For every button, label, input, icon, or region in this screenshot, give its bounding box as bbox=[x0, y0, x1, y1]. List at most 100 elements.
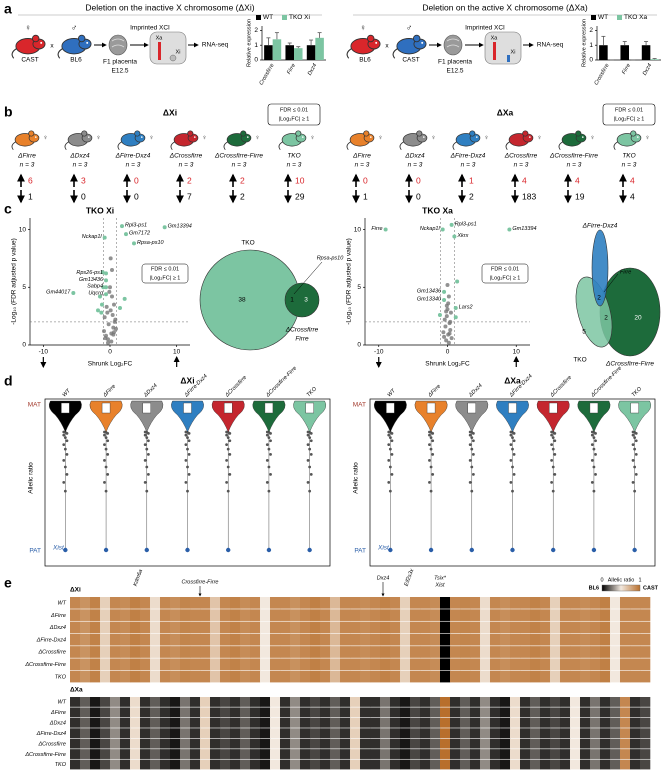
heatmap-cell bbox=[320, 738, 331, 749]
heatmap-cell bbox=[120, 759, 131, 770]
heatmap-cell bbox=[340, 759, 351, 770]
mouse-icon bbox=[346, 130, 375, 150]
placenta-detail bbox=[446, 38, 460, 48]
point bbox=[446, 294, 451, 299]
heatmap-cell bbox=[350, 697, 361, 707]
heatmap-cell bbox=[400, 621, 411, 634]
outlier-dot bbox=[265, 458, 269, 462]
heatmap-cell bbox=[460, 621, 471, 634]
outlier-dot bbox=[306, 458, 310, 462]
heatmap-cell bbox=[220, 658, 231, 671]
heatmap-cell bbox=[300, 707, 311, 718]
genotype-label: TKO bbox=[631, 386, 644, 399]
outlier-dot bbox=[187, 453, 191, 456]
heatmap-cell bbox=[160, 707, 171, 718]
heatmap-cell bbox=[460, 658, 471, 671]
heatmap-cell bbox=[560, 697, 571, 707]
point bbox=[442, 317, 447, 322]
heatmap-cell bbox=[160, 633, 171, 646]
heatmap-cell bbox=[140, 621, 151, 634]
heatmap-cell bbox=[180, 697, 191, 707]
outlier-dot bbox=[187, 432, 191, 435]
labeled-point bbox=[124, 232, 128, 237]
heatmap-cell bbox=[280, 697, 291, 707]
violin-box bbox=[183, 402, 192, 414]
point bbox=[112, 302, 116, 307]
heatmap-cell bbox=[300, 597, 311, 609]
outlier-dot bbox=[594, 432, 597, 435]
venn-count: 5 bbox=[582, 329, 586, 336]
genotype-label: ΔCrossfirre bbox=[549, 375, 573, 399]
outlier-dot bbox=[551, 447, 555, 451]
heatmap-cell bbox=[350, 670, 361, 683]
y-axis-label: Allelic ratio bbox=[353, 462, 360, 494]
heatmap-cell bbox=[270, 717, 281, 728]
heatmap-cell bbox=[260, 621, 271, 634]
heatmap-cell bbox=[380, 646, 391, 658]
heatmap-cell bbox=[230, 759, 241, 770]
pat-label: PAT bbox=[354, 548, 366, 555]
group-title: ΔXa bbox=[497, 107, 514, 117]
heatmap-cell bbox=[140, 609, 151, 621]
venn-pointer bbox=[603, 273, 619, 293]
heatmap-cell bbox=[430, 728, 441, 739]
heatmap-cell bbox=[340, 646, 351, 658]
mouse-tail bbox=[346, 47, 353, 59]
heatmap-cell bbox=[500, 717, 511, 728]
outlier-dot bbox=[471, 472, 475, 476]
outlier-dot bbox=[387, 458, 391, 462]
heatmap-cell bbox=[130, 597, 141, 609]
heatmap-cell bbox=[430, 658, 441, 671]
mouse-ear bbox=[469, 130, 476, 137]
heatmap-cell bbox=[180, 597, 191, 609]
heatmap-cell bbox=[460, 646, 471, 658]
heatmap-cell bbox=[620, 670, 631, 683]
heatmap-cell bbox=[480, 707, 491, 718]
heatmap-cell bbox=[160, 717, 171, 728]
panel-label: c bbox=[4, 201, 12, 217]
down-count: 4 bbox=[630, 191, 635, 201]
heatmap-cell bbox=[290, 728, 301, 739]
heatmap-cell bbox=[230, 609, 241, 621]
gene-label: Nckap1l bbox=[82, 234, 103, 240]
heatmap-cell bbox=[620, 749, 631, 759]
heatmap-cell bbox=[220, 609, 231, 621]
heatmap-cell bbox=[350, 646, 361, 658]
significant-point bbox=[96, 308, 100, 313]
row-label: TKO bbox=[55, 674, 67, 680]
heatmap-cell bbox=[520, 609, 531, 621]
sex-symbol: ♀ bbox=[590, 135, 595, 142]
heatmap-cell bbox=[80, 658, 91, 671]
heatmap-cell bbox=[320, 609, 331, 621]
heatmap-cell bbox=[160, 738, 171, 749]
heatmap-cell bbox=[620, 759, 631, 770]
mouse-eye bbox=[86, 41, 89, 44]
heatmap-cell bbox=[130, 738, 141, 749]
mouse-icon bbox=[399, 130, 428, 150]
heatmap-cell bbox=[620, 621, 631, 634]
heatmap-cell bbox=[250, 609, 261, 621]
mouse-eye bbox=[528, 136, 531, 138]
down-count: 29 bbox=[295, 191, 305, 201]
heatmap-cell bbox=[180, 658, 191, 671]
heatmap-cell bbox=[180, 646, 191, 658]
outlier-dot bbox=[306, 443, 310, 446]
heatmap-cell bbox=[370, 621, 381, 634]
outlier-dot bbox=[306, 433, 310, 437]
y-tick-label: 5 bbox=[357, 284, 361, 291]
heatmap-cell bbox=[540, 749, 551, 759]
y-axis-label: -Log₁₀ (FDR adjusted p value) bbox=[11, 238, 18, 325]
heatmap-cell bbox=[270, 728, 281, 739]
heatmap-cell bbox=[210, 717, 221, 728]
mouse-tail bbox=[170, 141, 176, 150]
cross-symbol: x bbox=[385, 43, 389, 50]
heatmap-cell bbox=[490, 717, 501, 728]
heatmap-cell bbox=[210, 597, 221, 609]
outlier-dot bbox=[226, 447, 230, 451]
outlier-dot bbox=[267, 489, 271, 493]
heatmap-cell bbox=[420, 738, 431, 749]
heatmap-cell bbox=[220, 728, 231, 739]
outlier-dot bbox=[512, 432, 516, 435]
outlier-dot bbox=[226, 436, 230, 439]
heatmap-cell bbox=[340, 633, 351, 646]
